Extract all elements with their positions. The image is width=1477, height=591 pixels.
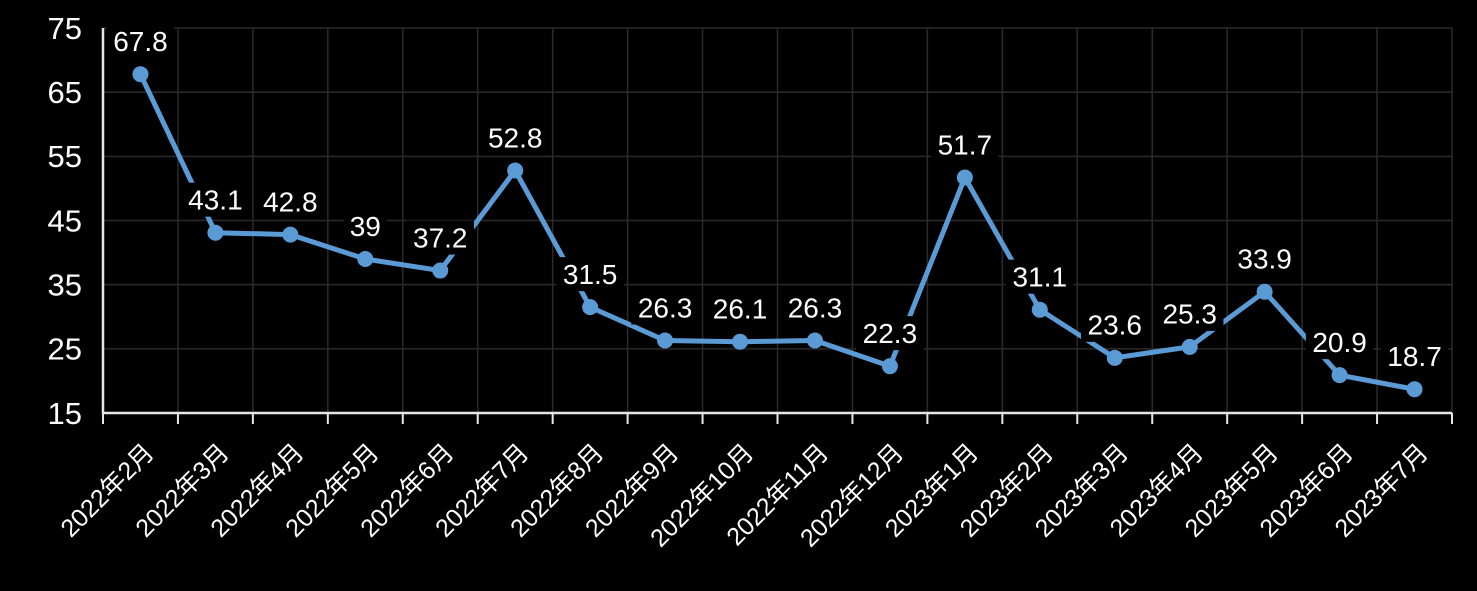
data-label: 25.3: [1162, 299, 1217, 330]
data-point-marker: [1181, 338, 1198, 355]
data-label: 23.6: [1088, 310, 1143, 341]
data-point-marker: [1406, 381, 1423, 398]
data-point-marker: [357, 251, 374, 267]
data-label: 31.1: [1013, 261, 1068, 292]
y-axis-label: 65: [48, 75, 82, 110]
data-label-background: [481, 120, 549, 155]
data-label-background: [1230, 241, 1299, 276]
data-label-background: [1155, 296, 1224, 331]
data-point-marker: [282, 226, 299, 243]
data-point-marker: [582, 299, 599, 316]
data-point-marker: [207, 224, 224, 241]
y-axis-label: 25: [48, 332, 82, 367]
data-label: 22.3: [863, 318, 918, 349]
data-point-marker: [956, 169, 973, 186]
data-label: 39: [350, 211, 381, 242]
data-label: 26.1: [713, 294, 768, 325]
data-label-background: [1006, 259, 1074, 294]
data-label: 67.8: [113, 26, 168, 57]
data-label: 37.2: [413, 222, 468, 253]
data-label: 20.9: [1312, 327, 1367, 358]
data-point-marker: [881, 358, 898, 375]
data-label: 51.7: [938, 129, 993, 160]
data-point-marker: [132, 66, 149, 83]
data-label-background: [556, 257, 624, 292]
data-label-background: [781, 290, 849, 325]
data-point-marker: [806, 332, 823, 349]
data-point-marker: [432, 262, 449, 279]
data-label: 33.9: [1237, 244, 1292, 275]
data-label-background: [631, 290, 699, 325]
data-label-background: [406, 220, 474, 255]
data-label-background: [856, 316, 924, 351]
y-axis-label: 55: [48, 139, 82, 174]
data-label: 26.3: [638, 292, 693, 323]
data-label: 26.3: [788, 292, 843, 323]
data-label-background: [1380, 339, 1449, 374]
series-line: [137, 71, 1418, 392]
data-label: 42.8: [263, 186, 318, 217]
data-point-marker: [1331, 367, 1348, 384]
y-axis-label: 35: [48, 268, 82, 303]
data-label-background: [1081, 307, 1149, 342]
data-point-marker: [1106, 349, 1123, 366]
data-point-marker: [732, 333, 749, 350]
data-label: 18.7: [1387, 341, 1442, 372]
data-label: 43.1: [188, 184, 243, 215]
data-label-background: [1305, 325, 1374, 360]
data-point-marker: [657, 332, 674, 349]
data-label-background: [343, 209, 387, 243]
data-label-background: [931, 127, 999, 162]
data-label: 52.8: [488, 122, 543, 153]
data-point-marker: [1031, 301, 1048, 318]
data-label: 31.5: [563, 259, 618, 290]
data-label-background: [256, 184, 325, 219]
y-axis-label: 75: [48, 11, 82, 46]
data-label-background: [181, 182, 250, 217]
data-label-background: [706, 291, 774, 326]
data-point-marker: [1256, 283, 1273, 300]
y-axis-label: 45: [48, 203, 82, 238]
y-axis-label: 15: [48, 396, 82, 431]
data-point-marker: [507, 162, 524, 179]
data-label-background: [106, 24, 175, 59]
